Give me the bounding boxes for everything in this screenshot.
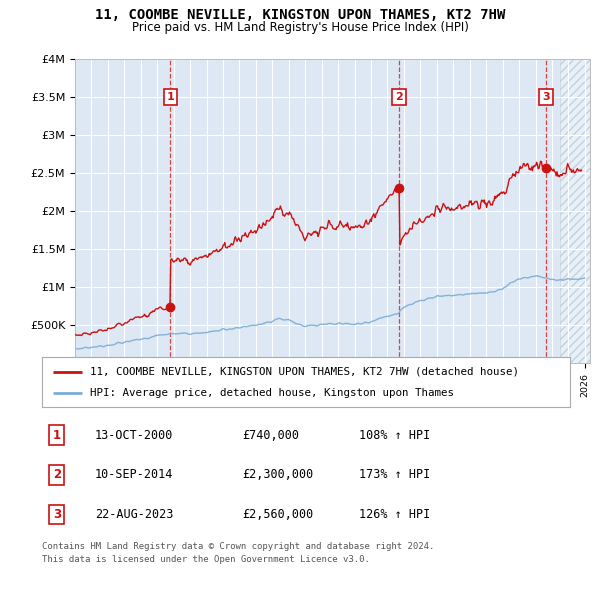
Text: £740,000: £740,000 — [242, 429, 299, 442]
Text: 10-SEP-2014: 10-SEP-2014 — [95, 468, 173, 481]
Text: 173% ↑ HPI: 173% ↑ HPI — [359, 468, 430, 481]
Text: 2: 2 — [53, 468, 61, 481]
Text: 2: 2 — [395, 92, 403, 102]
Text: 3: 3 — [53, 508, 61, 521]
Bar — [560, 59, 593, 363]
Text: 108% ↑ HPI: 108% ↑ HPI — [359, 429, 430, 442]
Text: 1: 1 — [166, 92, 174, 102]
Text: 11, COOMBE NEVILLE, KINGSTON UPON THAMES, KT2 7HW (detached house): 11, COOMBE NEVILLE, KINGSTON UPON THAMES… — [89, 367, 518, 377]
Text: 3: 3 — [542, 92, 550, 102]
Text: 22-AUG-2023: 22-AUG-2023 — [95, 508, 173, 521]
Text: Price paid vs. HM Land Registry's House Price Index (HPI): Price paid vs. HM Land Registry's House … — [131, 21, 469, 34]
Text: HPI: Average price, detached house, Kingston upon Thames: HPI: Average price, detached house, King… — [89, 388, 454, 398]
Text: £2,300,000: £2,300,000 — [242, 468, 314, 481]
Bar — [560, 59, 593, 363]
Text: This data is licensed under the Open Government Licence v3.0.: This data is licensed under the Open Gov… — [42, 555, 370, 563]
Text: 126% ↑ HPI: 126% ↑ HPI — [359, 508, 430, 521]
Text: 1: 1 — [53, 429, 61, 442]
Text: Contains HM Land Registry data © Crown copyright and database right 2024.: Contains HM Land Registry data © Crown c… — [42, 542, 434, 550]
Text: £2,560,000: £2,560,000 — [242, 508, 314, 521]
Text: 11, COOMBE NEVILLE, KINGSTON UPON THAMES, KT2 7HW: 11, COOMBE NEVILLE, KINGSTON UPON THAMES… — [95, 8, 505, 22]
Text: 13-OCT-2000: 13-OCT-2000 — [95, 429, 173, 442]
